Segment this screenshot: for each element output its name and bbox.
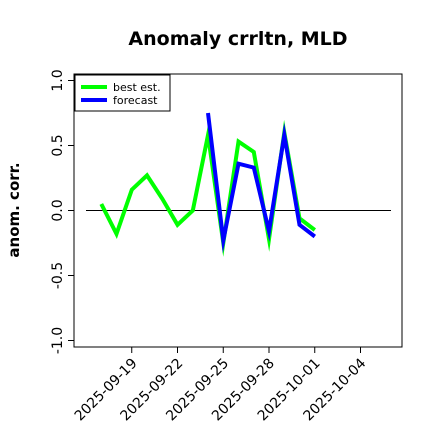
legend: best est.forecast	[74, 74, 171, 112]
y-tick-label: 0.5	[50, 134, 66, 156]
x-axis: 2025-09-192025-09-222025-09-252025-09-28…	[72, 347, 369, 424]
series-layer	[99, 112, 317, 257]
chart-title: Anomaly crrltn, MLD	[128, 28, 347, 50]
y-tick-label: -1.0	[50, 327, 66, 354]
y-tick-label: 1.0	[50, 69, 66, 91]
legend-label: best est.	[113, 81, 161, 94]
legend-box	[74, 74, 171, 112]
legend-label: forecast	[113, 94, 158, 107]
series-line-forecast	[206, 112, 317, 254]
y-axis-label: anom. corr.	[5, 162, 23, 257]
y-tick-label: -0.5	[50, 262, 66, 289]
y-tick-label: 0.0	[50, 199, 66, 221]
y-axis: -1.0 -0.5 0.0 0.5 1.0	[50, 69, 74, 354]
